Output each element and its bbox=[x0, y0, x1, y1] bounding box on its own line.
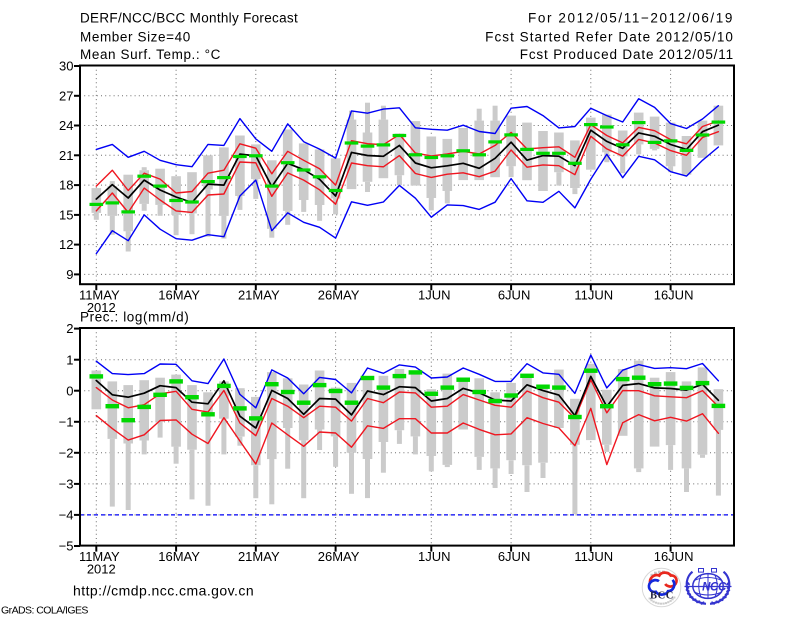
svg-text:2: 2 bbox=[66, 321, 73, 336]
svg-text:−1: −1 bbox=[59, 414, 74, 429]
svg-text:11MAY: 11MAY bbox=[79, 288, 120, 303]
svg-text:24: 24 bbox=[59, 118, 73, 133]
svg-text:26MAY: 26MAY bbox=[318, 288, 360, 303]
svg-text:30: 30 bbox=[59, 59, 73, 74]
svg-text:27: 27 bbox=[59, 88, 73, 103]
svg-text:16MAY: 16MAY bbox=[158, 549, 200, 564]
svg-text:BCC: BCC bbox=[650, 591, 674, 602]
svg-text:21: 21 bbox=[59, 148, 73, 163]
svg-text:−5: −5 bbox=[59, 539, 74, 554]
svg-text:Prec.: log(mm/d): Prec.: log(mm/d) bbox=[80, 310, 189, 325]
svg-text:1JUN: 1JUN bbox=[418, 549, 451, 564]
svg-text:−3: −3 bbox=[59, 477, 74, 492]
svg-text:1JUN: 1JUN bbox=[418, 288, 451, 303]
svg-text:6JUN: 6JUN bbox=[498, 549, 531, 564]
svg-text:NCC: NCC bbox=[702, 582, 727, 594]
svg-text:16JUN: 16JUN bbox=[654, 549, 694, 564]
svg-text:21MAY: 21MAY bbox=[238, 288, 280, 303]
svg-text:Fcst Started Refer Date 2012/0: Fcst Started Refer Date 2012/05/10 bbox=[485, 30, 734, 45]
svg-text:16MAY: 16MAY bbox=[158, 288, 200, 303]
svg-text:DERF/NCC/BCC Monthly Forecast: DERF/NCC/BCC Monthly Forecast bbox=[80, 11, 298, 26]
svg-text:11JUN: 11JUN bbox=[574, 288, 613, 303]
svg-text:1: 1 bbox=[66, 352, 73, 367]
svg-text:−4: −4 bbox=[59, 508, 74, 523]
svg-text:9: 9 bbox=[66, 267, 73, 282]
svg-text:Fcst Produced Date 2012/05/11: Fcst Produced Date 2012/05/11 bbox=[520, 47, 734, 62]
svg-text:11JUN: 11JUN bbox=[574, 549, 613, 564]
svg-text:2012: 2012 bbox=[87, 300, 116, 315]
svg-text:For 2012/05/11−2012/06/19: For 2012/05/11−2012/06/19 bbox=[528, 11, 734, 26]
svg-text:26MAY: 26MAY bbox=[318, 549, 360, 564]
svg-text:16JUN: 16JUN bbox=[654, 288, 694, 303]
svg-text:15: 15 bbox=[59, 208, 73, 223]
svg-text:Mean Surf. Temp.: °C: Mean Surf. Temp.: °C bbox=[80, 47, 221, 62]
svg-text:Member Size=40: Member Size=40 bbox=[80, 30, 191, 45]
svg-text:GrADS: COLA/IGES: GrADS: COLA/IGES bbox=[1, 605, 88, 617]
svg-text:11MAY: 11MAY bbox=[79, 549, 120, 564]
svg-text:12: 12 bbox=[59, 237, 73, 252]
svg-text:−2: −2 bbox=[59, 445, 74, 460]
svg-text:2012: 2012 bbox=[87, 562, 116, 577]
svg-text:http://cmdp.ncc.cma.gov.cn: http://cmdp.ncc.cma.gov.cn bbox=[73, 583, 254, 599]
svg-text:18: 18 bbox=[59, 178, 73, 193]
svg-text:6JUN: 6JUN bbox=[498, 288, 531, 303]
svg-text:0: 0 bbox=[66, 383, 73, 398]
svg-text:21MAY: 21MAY bbox=[238, 549, 280, 564]
